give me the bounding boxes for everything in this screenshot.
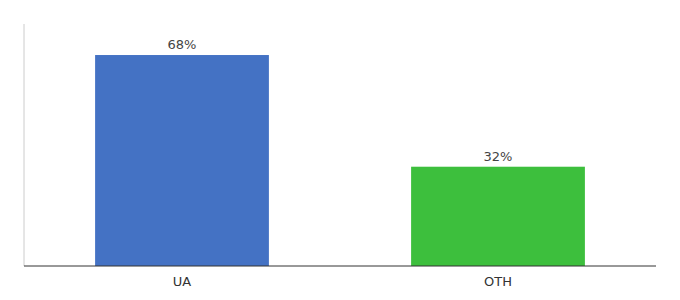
- bar: [95, 55, 269, 266]
- data-label: 68%: [168, 37, 197, 52]
- bar: [411, 167, 585, 266]
- x-axis-line: [24, 266, 656, 267]
- chart-container: UA OTH 68% 32%: [0, 0, 680, 300]
- y-axis-line: [24, 24, 25, 266]
- chart-svg: UA OTH 68% 32%: [0, 0, 680, 300]
- bars: [95, 55, 585, 266]
- x-tick-label: UA: [173, 274, 192, 289]
- data-label: 32%: [484, 149, 513, 164]
- x-tick-label: OTH: [484, 274, 512, 289]
